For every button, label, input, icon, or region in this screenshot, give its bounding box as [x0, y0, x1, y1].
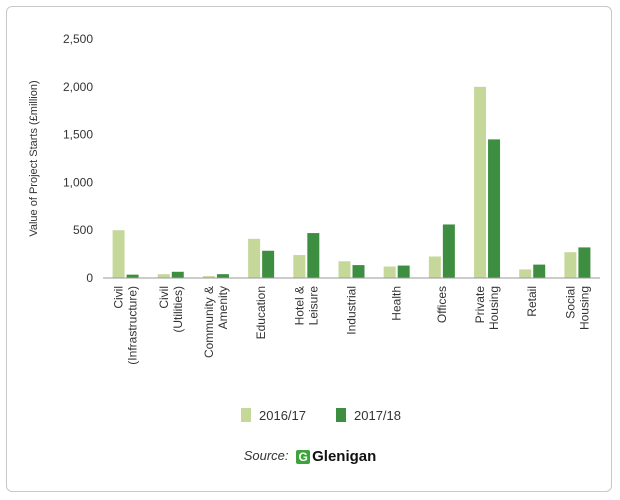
x-tick-label-group: Industrial — [345, 286, 359, 335]
bar-series-2 — [352, 265, 365, 278]
glenigan-logo: G Glenigan — [296, 448, 376, 465]
bar-series-1 — [474, 86, 487, 278]
legend-label: 2017/18 — [354, 408, 401, 423]
x-tick-label: Hotel & — [292, 286, 306, 325]
bar-series-2 — [442, 224, 455, 278]
bar-series-1 — [383, 266, 396, 278]
glenigan-logo-icon: G — [296, 449, 311, 464]
x-tick-label: Civil — [157, 286, 171, 309]
x-tick-label-group: Retail — [525, 286, 539, 317]
y-tick-label: 2,000 — [63, 80, 93, 94]
x-tick-label-group: Private Housing — [473, 286, 501, 330]
x-tick-label: Social — [563, 286, 577, 319]
bar-series-1 — [338, 261, 351, 278]
x-tick-label: Offices — [435, 286, 449, 323]
legend-swatch — [336, 408, 346, 422]
x-tick-label-group: Social Housing — [563, 286, 591, 330]
y-ticks: 0 500 1,000 1,500 2,000 2,500 — [63, 32, 93, 285]
bar-series-1 — [293, 255, 306, 278]
bars — [112, 86, 591, 278]
legend: 2016/17 2017/18 — [241, 408, 401, 423]
bar-series-2 — [171, 271, 184, 278]
x-tick-label: Housing — [487, 286, 501, 330]
bar-series-1 — [564, 252, 577, 278]
y-tick-label: 0 — [86, 271, 93, 285]
x-tick-label: Amenity — [216, 286, 230, 329]
bar-series-1 — [112, 230, 125, 278]
bar-series-2 — [126, 274, 139, 278]
legend-label: 2016/17 — [259, 408, 306, 423]
x-tick-label: Retail — [525, 286, 539, 317]
x-tick-label: (Infrastructure) — [126, 286, 140, 365]
bar-series-2 — [216, 274, 229, 278]
x-tick-label: Leisure — [306, 286, 320, 326]
x-tick-label: Housing — [577, 286, 591, 330]
y-tick-label: 500 — [73, 223, 93, 237]
x-tick-label: Industrial — [345, 286, 359, 335]
bar-series-2 — [397, 265, 410, 278]
source-label: Source: — [243, 448, 289, 463]
x-tick-label-group: Civil (Utilities) — [157, 286, 185, 333]
source-credit: Source: G Glenigan — [0, 448, 620, 465]
x-tick-label-group: Civil (Infrastructure) — [112, 286, 140, 365]
x-tick-label-group: Education — [254, 286, 268, 339]
bar-series-2 — [578, 247, 591, 278]
x-tick-label-group: Health — [390, 286, 404, 321]
bar-series-1 — [157, 274, 170, 278]
bar-series-2 — [488, 139, 501, 278]
x-tick-label-group: Hotel & Leisure — [292, 286, 320, 326]
bar-series-1 — [519, 269, 532, 278]
x-tick-label-group: Offices — [435, 286, 449, 323]
bar-series-1 — [428, 256, 441, 278]
y-axis-label: Value of Project Starts (£million) — [28, 80, 40, 236]
x-tick-label-group: Community & Amenity — [202, 286, 230, 358]
bar-series-2 — [533, 264, 546, 278]
y-tick-label: 1,500 — [63, 128, 93, 142]
y-axis-label-group: Value of Project Starts (£million) — [28, 80, 40, 236]
bar-series-1 — [202, 276, 215, 278]
glenigan-logo-text: Glenigan — [312, 448, 377, 466]
bar-series-2 — [262, 250, 275, 278]
x-tick-label: Education — [254, 286, 268, 339]
x-tick-label: Health — [390, 286, 404, 321]
x-tick-label: Civil — [112, 286, 126, 309]
x-tick-label: Private — [473, 286, 487, 324]
legend-swatch — [241, 408, 251, 422]
x-ticks: Civil (Infrastructure) Civil (Utilities) Com… — [112, 286, 592, 365]
y-tick-label: 2,500 — [63, 32, 93, 46]
bar-series-1 — [248, 238, 261, 278]
y-tick-label: 1,000 — [63, 175, 93, 189]
bar-series-2 — [307, 233, 320, 278]
x-tick-label: Community & — [202, 286, 216, 358]
x-tick-label: (Utilities) — [171, 286, 185, 333]
